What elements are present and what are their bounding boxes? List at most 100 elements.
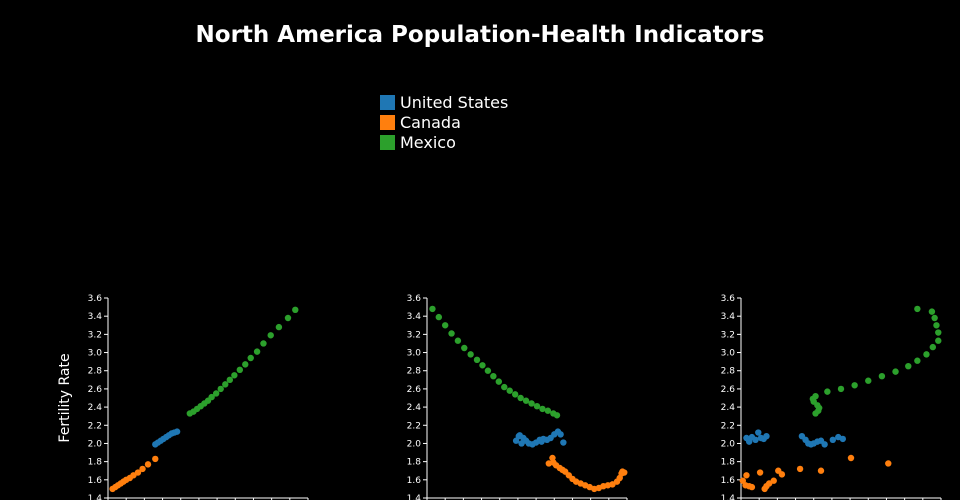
point-mexico	[933, 322, 940, 329]
point-mexico	[923, 351, 930, 358]
point-canada	[144, 461, 152, 468]
point-mexico	[484, 367, 492, 374]
point-united-states	[538, 438, 545, 445]
point-mexico	[935, 337, 942, 344]
point-united-states	[829, 436, 837, 444]
point-mexico	[929, 343, 937, 351]
point-mexico	[914, 357, 921, 364]
point-mexico	[878, 372, 886, 380]
point-mexico	[490, 372, 497, 380]
y-tick-label-3: 2.0	[721, 439, 736, 449]
y-tick-label-2: 2.4	[407, 403, 422, 413]
y-tick-label-3: 3.4	[721, 312, 736, 322]
legend-label-canada: Canada	[400, 112, 461, 132]
point-mexico	[247, 354, 254, 362]
point-canada	[778, 471, 786, 478]
point-united-states	[515, 432, 523, 440]
point-mexico	[511, 391, 519, 398]
legend-swatch-united-states	[380, 94, 395, 110]
point-canada	[847, 454, 855, 462]
point-mexico	[208, 393, 215, 401]
point-united-states	[755, 429, 762, 436]
point-canada	[748, 483, 756, 491]
point-mexico	[935, 329, 942, 336]
point-mexico	[267, 332, 274, 339]
point-united-states	[752, 436, 759, 444]
point-mexico	[865, 377, 872, 384]
y-tick-label-3: 1.4	[721, 494, 736, 500]
point-mexico	[539, 405, 546, 413]
y-tick-label-2: 2.2	[407, 421, 421, 431]
point-mexico	[222, 381, 229, 388]
y-tick-label-1: 3.0	[88, 349, 103, 359]
y-tick-label-2: 2.6	[407, 385, 422, 395]
point-mexico	[454, 337, 462, 344]
legend-item-canada[interactable]: Canada	[380, 112, 508, 132]
point-canada	[761, 485, 768, 493]
y-tick-label-1: 2.2	[88, 421, 102, 431]
point-mexico	[467, 351, 474, 358]
y-tick-label-2: 3.0	[407, 349, 422, 359]
point-united-states	[821, 441, 828, 448]
point-mexico	[501, 383, 508, 391]
y-tick-label-3: 2.6	[721, 385, 736, 395]
point-canada	[817, 467, 825, 474]
y-tick-label-1: 1.4	[88, 494, 103, 500]
legend-swatch-mexico	[380, 134, 395, 150]
y-axis-label: Fertility Rate	[57, 353, 73, 442]
legend-item-mexico[interactable]: Mexico	[380, 132, 508, 152]
chart-title: North America Population-Health Indicato…	[195, 22, 765, 48]
point-mexico	[253, 348, 261, 355]
y-tick-label-3: 3.6	[721, 294, 736, 304]
point-united-states	[763, 432, 770, 440]
point-mexico	[284, 314, 292, 322]
point-canada	[796, 465, 804, 473]
point-mexico	[851, 382, 858, 389]
y-tick-label-3: 2.8	[721, 367, 736, 377]
point-mexico	[461, 344, 468, 352]
point-canada	[545, 460, 553, 467]
point-canada	[743, 472, 750, 479]
point-canada	[619, 468, 626, 475]
point-mexico	[479, 362, 486, 369]
point-mexico	[914, 305, 921, 313]
point-mexico	[522, 397, 530, 404]
y-tick-label-1: 2.4	[88, 403, 103, 413]
y-tick-label-2: 1.8	[407, 458, 422, 468]
point-mexico	[892, 368, 899, 375]
point-mexico	[812, 392, 819, 400]
y-tick-label-3: 3.2	[721, 330, 735, 340]
point-mexico	[275, 323, 283, 331]
point-canada	[134, 469, 142, 476]
point-mexico	[544, 407, 552, 414]
point-mexico	[231, 372, 238, 379]
point-mexico	[242, 361, 249, 368]
point-mexico	[212, 390, 220, 397]
point-mexico	[292, 306, 299, 314]
point-canada	[756, 469, 764, 476]
point-united-states	[173, 428, 181, 435]
point-canada	[139, 465, 146, 473]
y-tick-label-2: 3.6	[407, 294, 422, 304]
point-united-states	[557, 431, 564, 438]
point-mexico	[495, 378, 503, 385]
y-tick-label-1: 3.6	[88, 294, 103, 304]
point-mexico	[429, 305, 436, 313]
point-mexico	[553, 412, 561, 419]
y-tick-label-3: 3.0	[721, 349, 736, 359]
y-tick-label-1: 2.6	[88, 385, 103, 395]
y-tick-label-3: 1.8	[721, 458, 736, 468]
y-tick-label-1: 1.8	[88, 458, 103, 468]
point-united-states	[560, 439, 567, 446]
y-tick-label-1: 2.0	[88, 439, 103, 449]
point-mexico	[448, 330, 455, 337]
point-mexico	[473, 356, 481, 364]
point-united-states	[839, 435, 847, 443]
point-canada	[885, 460, 892, 467]
point-mexico	[928, 308, 936, 315]
y-tick-label-2: 2.0	[407, 439, 422, 449]
legend-item-united-states[interactable]: United States	[380, 92, 508, 112]
y-tick-label-2: 3.4	[407, 312, 422, 322]
point-mexico	[824, 388, 831, 395]
